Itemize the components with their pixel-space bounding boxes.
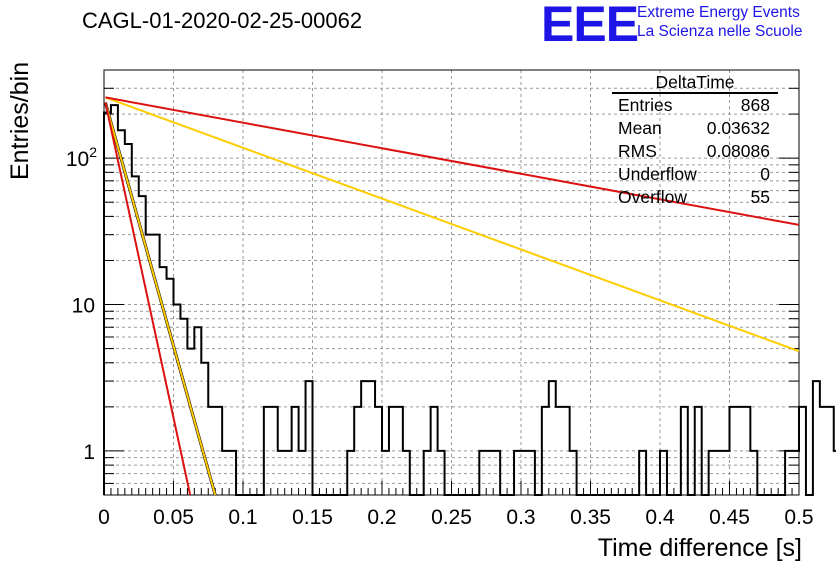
- fit-line-1: [104, 102, 217, 496]
- y-tick-label: 102: [66, 144, 97, 171]
- stats-value: 55: [750, 187, 770, 207]
- stats-value: 0.03632: [706, 118, 770, 138]
- stats-row-entries: Entries 868: [612, 94, 778, 117]
- stats-row-mean: Mean 0.03632: [612, 117, 778, 140]
- stats-label: RMS: [618, 141, 657, 161]
- fit-line-4: [105, 96, 800, 226]
- logo-line2: La Scienza nelle Scuole: [637, 23, 803, 40]
- stats-row-overflow: Overflow 55: [612, 186, 778, 209]
- stats-title: DeltaTime: [612, 72, 778, 94]
- stats-label: Entries: [618, 95, 673, 115]
- fit-lines: [103, 96, 800, 496]
- stats-row-underflow: Underflow 0: [612, 163, 778, 186]
- x-tick-label: 0.35: [570, 506, 611, 529]
- fit-line-3: [105, 96, 800, 353]
- stats-rows: Entries 868 Mean 0.03632 RMS 0.08086 Underflow…: [612, 94, 778, 209]
- x-tick-label: 0.4: [645, 506, 675, 529]
- grid-lines: [104, 70, 799, 495]
- x-tick-label: 0.1: [228, 506, 257, 529]
- chart-title: CAGL-01-2020-02-25-00062: [82, 8, 363, 33]
- y-axis-ticks: 1 10 102: [66, 69, 799, 496]
- histogram-bars: [103, 104, 836, 496]
- x-tick-label: 0.5: [784, 506, 813, 529]
- x-tick-label: 0.3: [506, 506, 535, 529]
- y-axis-label: Entries/bin: [6, 61, 34, 180]
- y-tick-label: 10: [72, 295, 95, 318]
- x-tick-label: 0.25: [431, 506, 472, 529]
- stats-value: 0: [760, 164, 770, 184]
- eee-logo: EEE: [541, 0, 639, 52]
- x-axis-ticks: 0 0.05 0.1 0.15 0.2 0.25 0.3 0.35 0.4 0.45 0.5: [98, 481, 814, 529]
- stats-label: Mean: [618, 118, 662, 138]
- logo-line1: Extreme Energy Events: [637, 4, 800, 21]
- stats-box: DeltaTime Entries 868 Mean 0.03632 RMS 0.0808…: [612, 72, 778, 209]
- y-tick-label: 1: [83, 441, 95, 464]
- x-tick-label: 0.45: [709, 506, 750, 529]
- histogram-outline: [103, 104, 836, 496]
- x-axis-label: Time difference [s]: [597, 534, 802, 562]
- stats-label: Overflow: [618, 187, 688, 207]
- fit-line-2: [104, 102, 192, 496]
- x-tick-label: 0.15: [292, 506, 333, 529]
- x-tick-label: 0: [98, 506, 110, 529]
- stats-value: 0.08086: [706, 141, 770, 161]
- stats-label: Underflow: [618, 164, 697, 184]
- x-tick-label: 0.2: [367, 506, 396, 529]
- stats-row-rms: RMS 0.08086: [612, 140, 778, 163]
- x-tick-label: 0.05: [153, 506, 194, 529]
- stats-value: 868: [740, 95, 770, 115]
